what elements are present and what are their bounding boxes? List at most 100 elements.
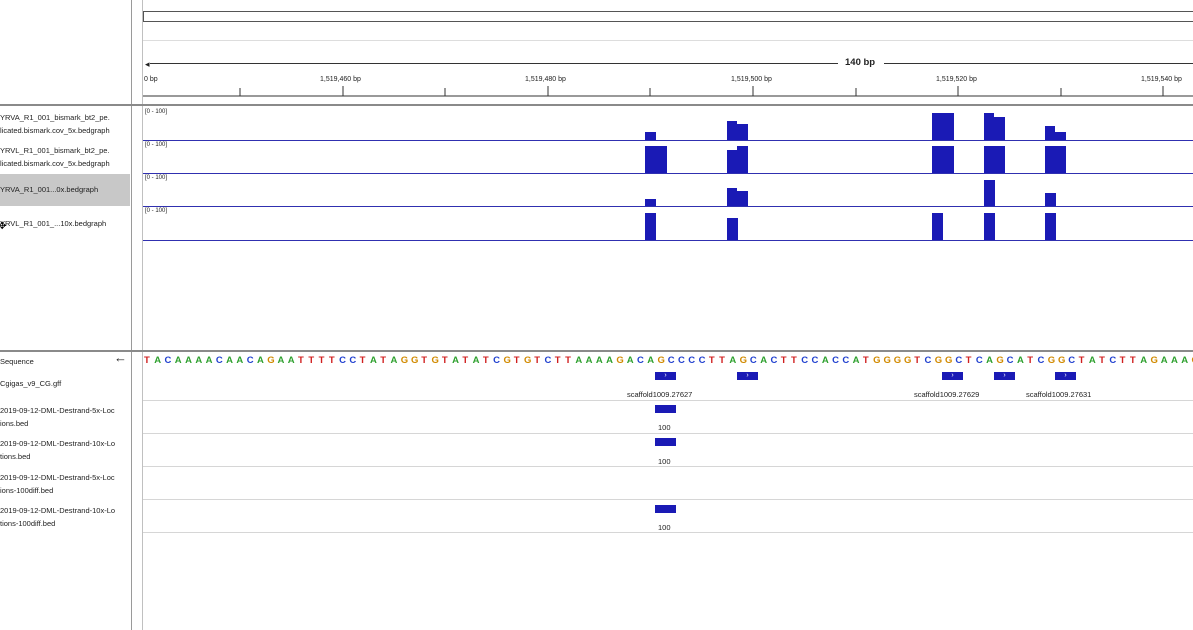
bed1-line2: ions.bed xyxy=(0,419,29,428)
track-name-3-selected[interactable]: YRVA_R1_001...0x.bedgraph xyxy=(0,174,130,206)
row-sep xyxy=(143,499,1193,500)
sequence-base: C xyxy=(544,355,552,366)
sequence-label: Sequence xyxy=(0,357,34,366)
track-baseline-4 xyxy=(143,240,1193,241)
track-name-1-line2: licated.bismark.cov_5x.bedgraph xyxy=(0,126,110,135)
sequence-base: G xyxy=(400,355,409,366)
gene-feature[interactable]: › xyxy=(994,372,1015,380)
sequence-base: G xyxy=(873,355,881,366)
sequence-base: C xyxy=(811,355,819,366)
sequence-base: T xyxy=(534,355,541,366)
track-name-2-line1: YRVL_R1_001_bismark_bt2_pe. xyxy=(0,146,110,155)
sequence-base: T xyxy=(441,355,448,366)
bed-value-4: 100 xyxy=(658,523,671,532)
sequence-base: C xyxy=(1068,355,1076,366)
track2-bar xyxy=(984,146,1005,173)
track-name-1-line1: YRVA_R1_001_bismark_bt2_pe. xyxy=(0,113,110,122)
sequence-base: G xyxy=(1047,355,1056,366)
track-baseline-1 xyxy=(143,140,1193,141)
ruler-ticks xyxy=(143,86,1193,97)
sequence-base: G xyxy=(1058,355,1066,366)
sequence-base: G xyxy=(903,355,912,366)
sequence-base: T xyxy=(965,355,972,366)
gff-track-name[interactable]: Cgigas_v9_CG.gff xyxy=(0,377,130,390)
track-name-4[interactable]: YRVL_R1_001_...10x.bedgraph xyxy=(0,217,130,230)
sequence-base: A xyxy=(236,355,244,366)
bed3-line2: ions-100diff.bed xyxy=(0,486,54,495)
bed-track-name-4[interactable]: 2019-09-12-DML-Destrand-10x-Lo tions-100… xyxy=(0,504,130,530)
bed4-line2: tions-100diff.bed xyxy=(0,519,56,528)
bed-feature-1[interactable] xyxy=(655,405,676,413)
ruler-sep xyxy=(143,40,1193,41)
bed-track-name-2[interactable]: 2019-09-12-DML-Destrand-10x-Lo tions.bed xyxy=(0,437,130,463)
sequence-base: T xyxy=(708,355,715,366)
sequence-base: C xyxy=(339,355,346,366)
sequence-base: C xyxy=(678,355,685,366)
sequence-base: C xyxy=(832,355,839,366)
track-name-1[interactable]: YRVA_R1_001_bismark_bt2_pe. licated.bism… xyxy=(0,111,130,137)
sequence-base: A xyxy=(647,355,655,366)
sequence-base: T xyxy=(1119,355,1126,366)
sequence-base: C xyxy=(698,355,706,366)
sequence-base: T xyxy=(144,355,150,366)
bed-feature-2[interactable] xyxy=(655,438,676,446)
gene-feature[interactable]: › xyxy=(737,372,758,380)
bed-track-name-1[interactable]: 2019-09-12-DML-Destrand-5x-Loc ions.bed xyxy=(0,404,130,430)
bed-feature-4[interactable] xyxy=(655,505,676,513)
track4-bar xyxy=(727,218,738,240)
sequence-base: A xyxy=(729,355,737,366)
sequence-base: C xyxy=(770,355,778,366)
track-baseline-3 xyxy=(143,206,1193,207)
sequence-base: T xyxy=(359,355,366,366)
track-range-4: [0 - 100] xyxy=(145,208,168,214)
sequence-base: A xyxy=(277,355,285,366)
gff-label: Cgigas_v9_CG.gff xyxy=(0,379,62,388)
panel-split-divider[interactable] xyxy=(0,350,1193,352)
row-sep xyxy=(143,433,1193,434)
sequence-base: T xyxy=(421,355,428,366)
bed4-line1: 2019-09-12-DML-Destrand-10x-Lo xyxy=(0,506,116,515)
gene-feature[interactable]: › xyxy=(655,372,676,380)
sequence-base: A xyxy=(195,355,203,366)
sequence-base: A xyxy=(575,355,583,366)
gene-feature[interactable]: › xyxy=(1055,372,1076,380)
bed-track-name-3[interactable]: 2019-09-12-DML-Destrand-5x-Loc ions-100d… xyxy=(0,471,130,497)
sequence-base: T xyxy=(719,355,725,366)
track-range-1: [0 - 100] xyxy=(145,109,168,115)
sequence-base: C xyxy=(688,355,696,366)
track-name-2[interactable]: YRVL_R1_001_bismark_bt2_pe. licated.bism… xyxy=(0,144,130,170)
sequence-base: G xyxy=(945,355,953,366)
sequence-base: T xyxy=(462,355,469,366)
sequence-base: C xyxy=(215,355,223,366)
sequence-base: G xyxy=(893,355,902,366)
chromosome-ideogram[interactable] xyxy=(143,11,1193,22)
sequence-base: T xyxy=(1129,355,1136,366)
sequence-base: A xyxy=(1181,355,1189,366)
sequence-base: T xyxy=(554,355,561,366)
sequence-base: A xyxy=(986,355,993,366)
track1-bar xyxy=(645,132,656,140)
sequence-base: G xyxy=(934,355,943,366)
track-name-2-line2: licated.bismark.cov_5x.bedgraph xyxy=(0,159,110,168)
sequence-base: A xyxy=(174,355,182,366)
track-baseline-2 xyxy=(143,173,1193,174)
sequence-track-name[interactable]: Sequence xyxy=(0,355,130,368)
sequence-base: T xyxy=(482,355,489,366)
left-name-panel xyxy=(0,0,131,630)
track1-bar xyxy=(984,113,994,140)
strand-arrow-icon[interactable]: ← xyxy=(114,350,127,365)
sequence-base: G xyxy=(431,355,439,366)
sequence-base: C xyxy=(349,355,357,366)
bed2-line2: tions.bed xyxy=(0,452,31,461)
sequence-base: G xyxy=(883,355,891,366)
track2-bar xyxy=(1045,146,1066,173)
panel-divider[interactable] xyxy=(131,0,132,630)
track2-bar xyxy=(932,146,954,173)
sequence-base: A xyxy=(369,355,377,366)
track4-bar xyxy=(932,213,943,240)
row-sep xyxy=(143,466,1193,467)
sequence-base: A xyxy=(256,355,264,366)
gene-feature[interactable]: › xyxy=(942,372,963,380)
sequence-base: C xyxy=(246,355,254,366)
